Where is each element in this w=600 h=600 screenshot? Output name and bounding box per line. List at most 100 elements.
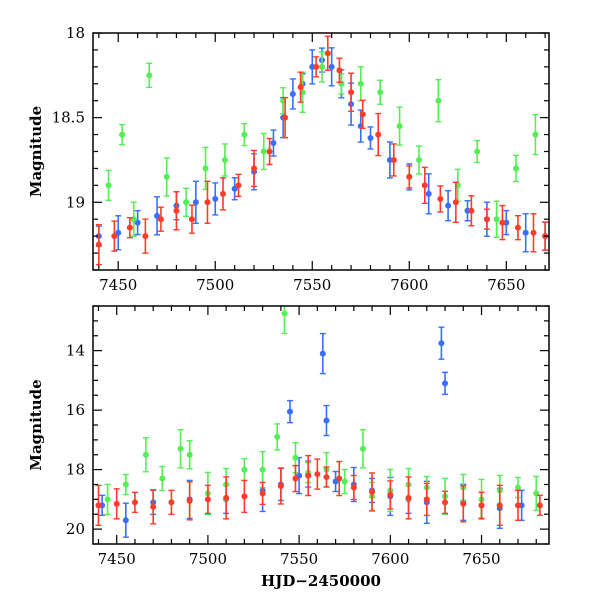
data-point bbox=[104, 496, 111, 503]
data-point bbox=[324, 50, 331, 57]
series-2 bbox=[95, 35, 549, 266]
data-point bbox=[468, 207, 475, 214]
data-point bbox=[514, 502, 521, 509]
data-point bbox=[442, 380, 449, 387]
data-point bbox=[122, 517, 129, 524]
data-point bbox=[286, 408, 293, 415]
y-tick-label: 20 bbox=[66, 520, 85, 538]
data-point bbox=[204, 199, 211, 206]
data-point bbox=[154, 212, 161, 219]
data-point bbox=[292, 475, 299, 482]
data-point bbox=[437, 195, 444, 202]
data-point bbox=[350, 484, 357, 491]
data-point bbox=[260, 148, 267, 155]
data-point bbox=[241, 493, 248, 500]
data-point bbox=[530, 229, 537, 236]
data-point bbox=[231, 185, 238, 192]
x-axis-label: HJD−2450000 bbox=[261, 572, 381, 590]
data-point bbox=[305, 472, 312, 479]
x-tick-label: 7450 bbox=[98, 550, 136, 568]
data-point bbox=[375, 131, 382, 138]
x-tick-label: 7650 bbox=[487, 276, 525, 294]
data-point bbox=[415, 156, 422, 163]
x-tick-label: 7500 bbox=[196, 276, 234, 294]
bottom-panel: 7450 7500 7550 7600 7650 14 16 18 20 Magnitude HJD… bbox=[27, 305, 550, 590]
data-point bbox=[115, 229, 122, 236]
data-point bbox=[292, 454, 299, 461]
data-point bbox=[499, 219, 506, 226]
y-tick-label: 14 bbox=[66, 342, 85, 360]
plot-area bbox=[95, 306, 543, 538]
data-point bbox=[445, 202, 452, 209]
data-point bbox=[202, 165, 209, 172]
data-point bbox=[474, 148, 481, 155]
data-point bbox=[186, 497, 193, 504]
y-tick-label: 18.5 bbox=[52, 109, 85, 127]
data-point bbox=[259, 466, 266, 473]
data-point bbox=[204, 496, 211, 503]
y-tick-label: 16 bbox=[66, 401, 85, 419]
data-point bbox=[514, 224, 521, 231]
data-point bbox=[328, 63, 335, 70]
data-point bbox=[183, 199, 190, 206]
data-point bbox=[435, 97, 442, 104]
plot-area bbox=[95, 35, 549, 266]
data-point bbox=[357, 80, 364, 87]
x-tick-label: 7550 bbox=[280, 550, 318, 568]
x-tick-label: 7450 bbox=[99, 276, 137, 294]
data-point bbox=[336, 475, 343, 482]
data-point bbox=[235, 182, 242, 189]
data-point bbox=[369, 488, 376, 495]
data-point bbox=[396, 123, 403, 130]
data-point bbox=[405, 494, 412, 501]
data-point bbox=[377, 89, 384, 96]
data-point bbox=[221, 156, 228, 163]
data-point bbox=[157, 216, 164, 223]
data-point bbox=[159, 475, 166, 482]
data-point bbox=[460, 500, 467, 507]
x-tick-label: 7600 bbox=[371, 550, 409, 568]
data-point bbox=[105, 182, 112, 189]
data-point bbox=[514, 484, 521, 491]
data-point bbox=[282, 114, 289, 121]
data-point bbox=[241, 466, 248, 473]
plot-frame bbox=[92, 305, 550, 545]
data-point bbox=[142, 233, 149, 240]
data-point bbox=[274, 433, 281, 440]
data-point bbox=[421, 182, 428, 189]
data-point bbox=[493, 216, 500, 223]
series-1 bbox=[105, 51, 539, 238]
data-point bbox=[359, 445, 366, 452]
data-point bbox=[522, 229, 529, 236]
data-point bbox=[188, 216, 195, 223]
data-point bbox=[259, 490, 266, 497]
data-point bbox=[323, 417, 330, 424]
data-point bbox=[367, 134, 374, 141]
data-point bbox=[142, 451, 149, 458]
data-point bbox=[281, 310, 288, 317]
data-point bbox=[251, 165, 258, 172]
data-point bbox=[168, 499, 175, 506]
data-point bbox=[223, 494, 230, 501]
data-point bbox=[111, 233, 118, 240]
data-point bbox=[323, 474, 330, 481]
data-point bbox=[297, 84, 304, 91]
data-point bbox=[212, 195, 219, 202]
data-point bbox=[496, 502, 503, 509]
data-point bbox=[220, 190, 227, 197]
x-tick-label: 7550 bbox=[293, 276, 331, 294]
data-point bbox=[95, 502, 102, 509]
x-tick-label: 7650 bbox=[462, 550, 500, 568]
data-point bbox=[131, 499, 138, 506]
data-point bbox=[387, 491, 394, 498]
data-point bbox=[425, 190, 432, 197]
data-point bbox=[146, 72, 153, 79]
data-point bbox=[336, 67, 343, 74]
data-point bbox=[483, 216, 490, 223]
data-point bbox=[442, 499, 449, 506]
data-point bbox=[478, 502, 485, 509]
data-point bbox=[406, 173, 413, 180]
y-axis-label: Magnitude bbox=[27, 379, 45, 470]
data-point bbox=[536, 502, 543, 509]
